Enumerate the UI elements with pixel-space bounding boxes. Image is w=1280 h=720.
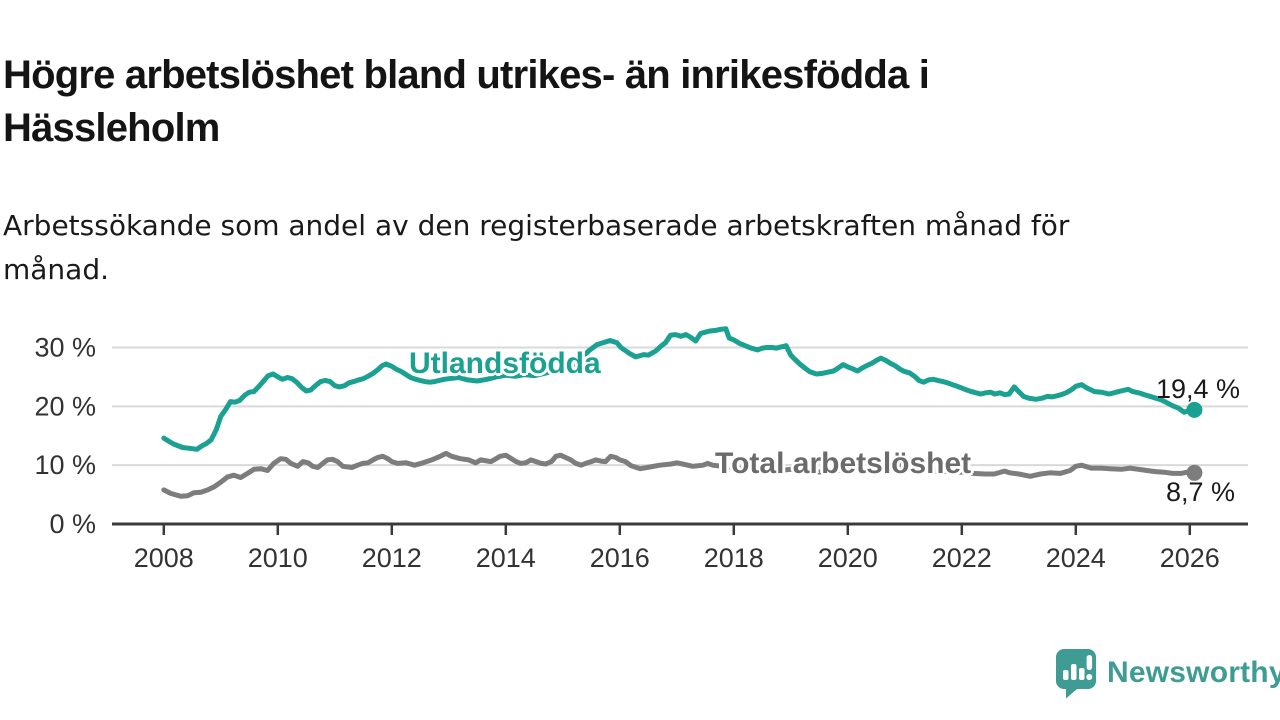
bar-1 bbox=[1063, 670, 1069, 680]
subtitle-line-2: månad. bbox=[3, 253, 110, 286]
newsworthy-speech-bubble-chart-icon bbox=[1056, 649, 1096, 699]
exclamation-bar bbox=[1086, 655, 1093, 670]
series-line-0 bbox=[161, 326, 1197, 452]
x-tick-label: 2020 bbox=[818, 543, 878, 573]
series-label-utlandsfodda: Utlandsfödda bbox=[409, 347, 601, 380]
end-value-label-utlandsfodda: 19,4 % bbox=[1156, 374, 1241, 404]
subtitle-line-1: Arbetssökande som andel av den registerb… bbox=[3, 209, 1070, 242]
chart-subtitle: Arbetssökande som andel av den registerb… bbox=[3, 204, 1213, 292]
x-tick-label: 2022 bbox=[932, 543, 992, 573]
newsworthy-wordmark: Newsworthy bbox=[1107, 656, 1280, 689]
x-tick-label: 2012 bbox=[362, 543, 422, 573]
x-tick-label: 2016 bbox=[590, 543, 650, 573]
page-title: Högre arbetslöshet bland utrikes- än inr… bbox=[3, 49, 1213, 155]
x-tick-label: 2018 bbox=[704, 543, 764, 573]
y-tick-label: 10 % bbox=[34, 450, 96, 480]
series-end-dot-1 bbox=[1186, 464, 1203, 481]
bar-2 bbox=[1071, 664, 1077, 680]
x-tick-label: 2026 bbox=[1160, 543, 1220, 573]
end-value-label-total: 8,7 % bbox=[1166, 477, 1236, 507]
exclamation-dot bbox=[1086, 674, 1093, 680]
title-line-1: Högre arbetslöshet bland utrikes- än inr… bbox=[3, 52, 930, 97]
newsworthy-logo[interactable]: Newsworthy bbox=[1054, 647, 1280, 699]
title-line-2: Hässleholm bbox=[3, 105, 220, 150]
y-tick-label: 30 % bbox=[34, 333, 96, 363]
y-tick-label: 20 % bbox=[34, 391, 96, 421]
x-tick-label: 2008 bbox=[134, 543, 194, 573]
x-tick-label: 2024 bbox=[1046, 543, 1106, 573]
series-end-dot-0 bbox=[1186, 401, 1203, 418]
x-tick-label: 2014 bbox=[476, 543, 536, 573]
y-tick-label: 0 % bbox=[49, 509, 96, 539]
series-label-total-arbetsloshet: Total arbetslöshet bbox=[715, 447, 972, 480]
bar-3 bbox=[1079, 668, 1085, 680]
x-tick-label: 2010 bbox=[248, 543, 308, 573]
series-line-1 bbox=[161, 450, 1197, 499]
